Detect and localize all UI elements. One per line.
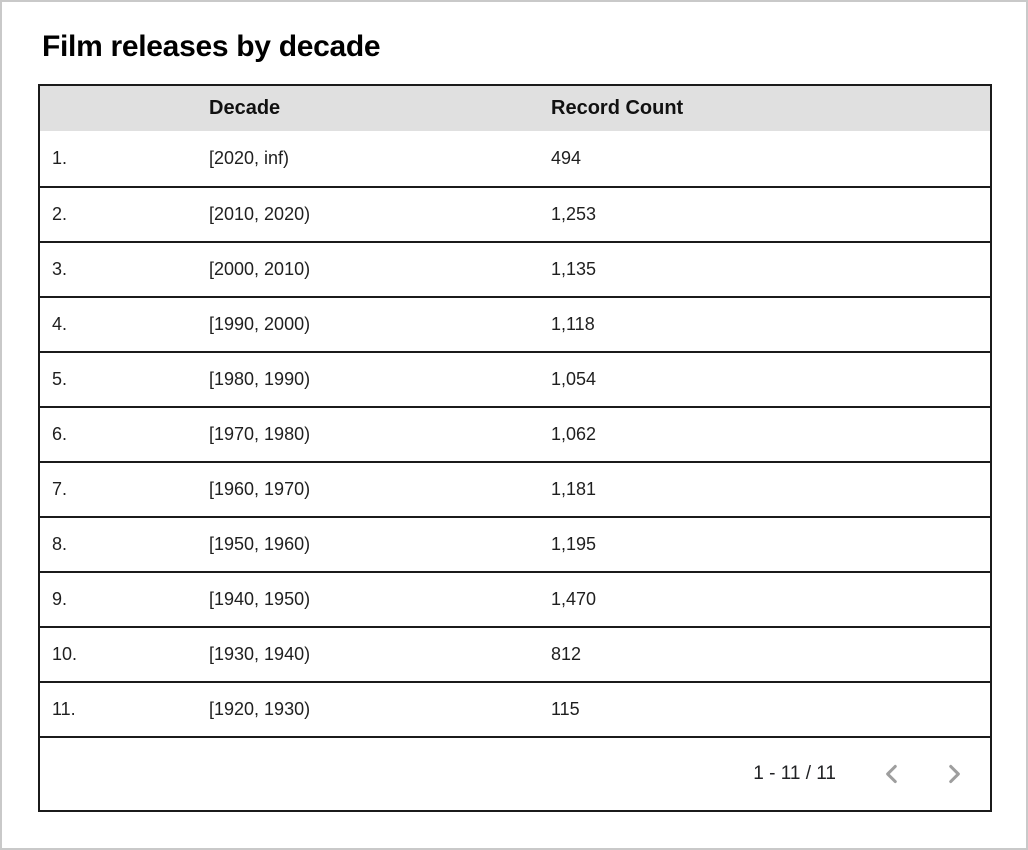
row-index: 5. <box>52 369 68 389</box>
cell-count: 1,135 <box>551 259 597 279</box>
page-title: Film releases by decade <box>42 30 381 63</box>
row-index: 1. <box>52 148 68 168</box>
table-row: 1. [2020, inf) 494 <box>40 131 990 186</box>
table-row: 9. [1940, 1950) 1,470 <box>40 571 990 626</box>
table-row: 5. [1980, 1990) 1,054 <box>40 351 990 406</box>
table-row: 6. [1970, 1980) 1,062 <box>40 406 990 461</box>
cell-count: 115 <box>551 699 580 719</box>
row-index: 10. <box>52 644 78 664</box>
row-index: 6. <box>52 424 68 444</box>
cell-decade: [1990, 2000) <box>209 314 311 334</box>
cell-decade: [1930, 1940) <box>209 644 311 664</box>
row-index: 3. <box>52 259 68 279</box>
table-row: 3. [2000, 2010) 1,135 <box>40 241 990 296</box>
table-row: 2. [2010, 2020) 1,253 <box>40 186 990 241</box>
chevron-right-icon[interactable] <box>940 760 968 788</box>
cell-decade: [1960, 1970) <box>209 479 311 499</box>
row-index: 8. <box>52 534 68 554</box>
cell-count: 1,470 <box>551 589 597 609</box>
cell-count: 1,118 <box>551 314 595 334</box>
cell-decade: [2020, inf) <box>209 148 290 168</box>
table-row: 4. [1990, 2000) 1,118 <box>40 296 990 351</box>
pagination-bar: 1 - 11 / 11 <box>40 736 990 810</box>
header-decade[interactable]: Decade <box>209 97 281 119</box>
cell-decade: [1970, 1980) <box>209 424 311 444</box>
cell-count: 1,054 <box>551 369 597 389</box>
table-row: 7. [1960, 1970) 1,181 <box>40 461 990 516</box>
row-index: 7. <box>52 479 68 499</box>
chevron-left-icon[interactable] <box>878 760 906 788</box>
row-index: 11. <box>52 699 76 719</box>
row-index: 9. <box>52 589 68 609</box>
cell-count: 1,062 <box>551 424 597 444</box>
cell-count: 1,181 <box>551 479 597 499</box>
cell-decade: [2010, 2020) <box>209 204 311 224</box>
row-index: 4. <box>52 314 68 334</box>
table-row: 11. [1920, 1930) 115 <box>40 681 990 736</box>
cell-decade: [1920, 1930) <box>209 699 311 719</box>
cell-count: 812 <box>551 644 582 664</box>
cell-count: 494 <box>551 148 582 168</box>
pagination-range: 1 - 11 / 11 <box>753 763 836 784</box>
cell-decade: [2000, 2010) <box>209 259 311 279</box>
row-index: 2. <box>52 204 68 224</box>
cell-decade: [1950, 1960) <box>209 534 311 554</box>
cell-count: 1,253 <box>551 204 597 224</box>
header-count[interactable]: Record Count <box>551 97 684 119</box>
table-header: Decade Record Count <box>40 86 990 131</box>
table-row: 10. [1930, 1940) 812 <box>40 626 990 681</box>
cell-count: 1,195 <box>551 534 597 554</box>
table-row: 8. [1950, 1960) 1,195 <box>40 516 990 571</box>
cell-decade: [1940, 1950) <box>209 589 311 609</box>
data-table: Decade Record Count 1. [2020, inf) 494 2… <box>38 84 992 812</box>
cell-decade: [1980, 1990) <box>209 369 311 389</box>
